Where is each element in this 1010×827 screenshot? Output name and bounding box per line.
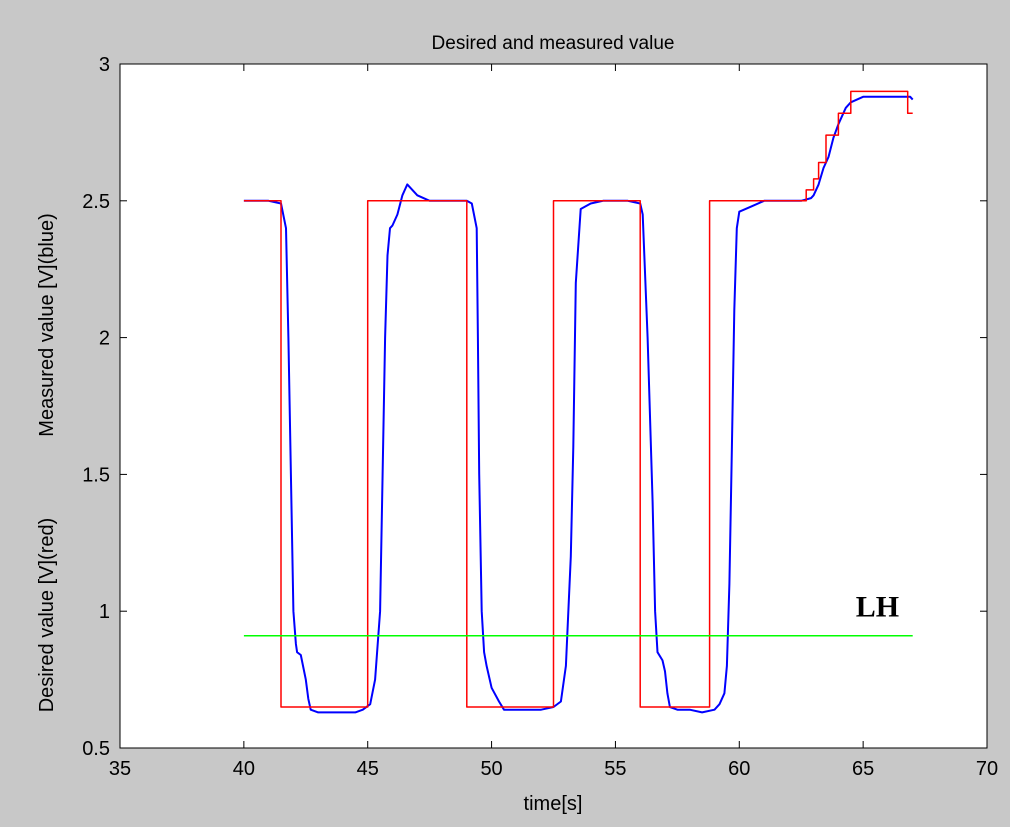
x-tick-label: 40 <box>233 758 255 780</box>
y-tick-label: 0.5 <box>82 738 110 760</box>
series-line-1 <box>243 90 913 708</box>
x-tick-label: 65 <box>852 758 874 780</box>
chart-title: Desired and measured value <box>432 33 675 54</box>
y-tick-label: 1.5 <box>82 464 110 486</box>
y-axis-title-lower: Desired value [V](red) <box>36 518 58 713</box>
x-tick-label: 45 <box>357 758 379 780</box>
y-tick-label: 1 <box>99 601 110 623</box>
lh-annotation: LH <box>856 591 899 624</box>
y-tick-label: 3 <box>99 54 110 76</box>
y-tick-label: 2 <box>99 328 110 350</box>
y-axis-title-upper: Measured value [V](blue) <box>36 213 58 436</box>
series-layer <box>243 90 914 714</box>
x-tick-label: 55 <box>604 758 626 780</box>
x-tick-label: 70 <box>976 758 998 780</box>
x-axis-title: time[s] <box>524 793 583 815</box>
x-tick-label: 60 <box>728 758 750 780</box>
x-tick-label: 50 <box>480 758 502 780</box>
y-tick-label: 2.5 <box>82 191 110 213</box>
ticks-layer: 35 40 45 50 55 60 65 70 0.5 1 1.5 2 2.5 3 <box>82 54 998 780</box>
x-tick-label: 35 <box>109 758 131 780</box>
